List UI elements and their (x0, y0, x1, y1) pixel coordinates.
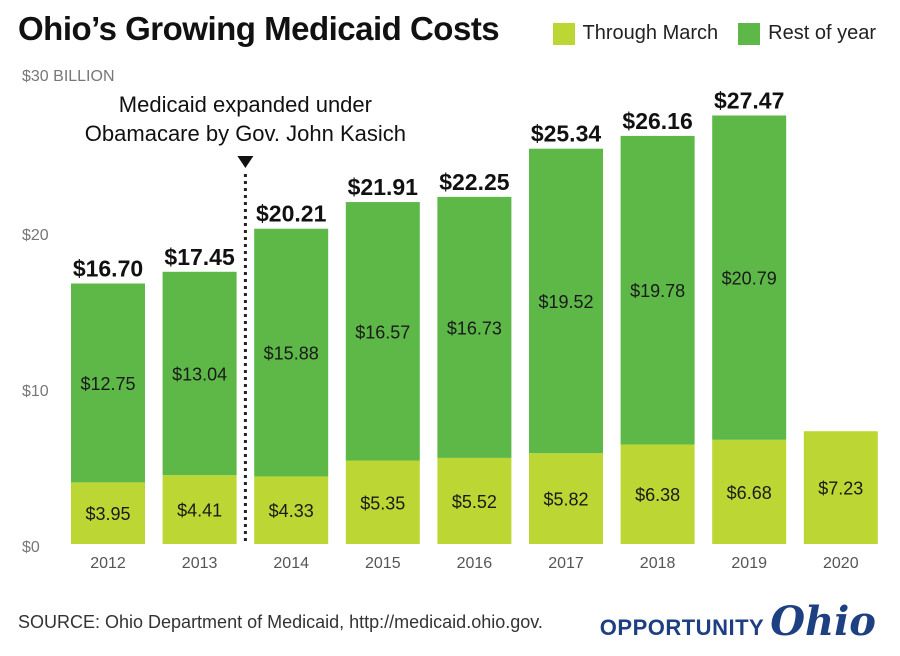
bar-value-label: $16.57 (355, 322, 410, 342)
bar-through-march-2016 (437, 457, 512, 544)
x-tick-label: 2017 (548, 555, 584, 572)
bar-value-label: $4.41 (177, 501, 222, 521)
bar-rest-of-year-2019 (712, 115, 787, 440)
bar-value-label: $19.78 (630, 281, 685, 301)
bar-value-label: $5.82 (543, 490, 588, 510)
bar-value-label: $7.23 (818, 479, 863, 499)
logo-script: Ohio (770, 598, 876, 645)
bar-rest-of-year-2017 (529, 148, 603, 454)
legend-label-through-march: Through March (582, 22, 719, 44)
legend-item-rest-of-year: Rest of year (738, 22, 876, 45)
bar-value-label: $16.73 (447, 318, 502, 338)
x-tick-label: 2013 (182, 555, 218, 572)
legend: Through March Rest of year (552, 22, 876, 45)
bar-through-march-2017 (529, 453, 603, 544)
x-tick-label: 2015 (365, 555, 401, 572)
bar-total-label: $27.47 (714, 87, 784, 113)
expansion-marker-arrow (237, 156, 254, 168)
bar-rest-of-year-2012 (71, 283, 145, 483)
opportunity-ohio-logo: OPPORTUNITY Ohio (600, 598, 876, 645)
x-tick-label: 2019 (731, 555, 767, 572)
y-tick-label: $0 (22, 539, 40, 556)
y-tick-label: $20 (22, 227, 49, 244)
bar-rest-of-year-2016 (437, 196, 512, 458)
bar-rest-of-year-2014 (254, 228, 329, 477)
bar-total-label: $26.16 (622, 108, 692, 134)
bar-rest-of-year-2018 (620, 135, 695, 445)
bar-value-label: $15.88 (264, 344, 319, 364)
bar-value-label: $5.35 (360, 493, 405, 513)
x-tick-label: 2014 (273, 555, 309, 572)
chart-plot: $0 $10 $20 $30 BILLION $3.95 $12.75 $16.70 2012… (22, 68, 878, 572)
expansion-annotation-line: Obamacare by Gov. John Kasich (85, 121, 406, 146)
bar-through-march-2019 (712, 439, 787, 544)
bar-total-label: $22.25 (439, 169, 510, 195)
bar-value-label: $19.52 (538, 292, 593, 312)
bar-total-label: $20.21 (256, 201, 327, 227)
bar-total-label: $17.45 (164, 244, 235, 270)
bar-total-label: $25.34 (531, 121, 602, 147)
x-tick-label: 2020 (823, 555, 859, 572)
bar-total-label: $21.91 (348, 174, 419, 200)
bar-value-label: $6.68 (727, 483, 772, 503)
chart-title: Ohio’s Growing Medicaid Costs (18, 10, 500, 47)
x-tick-label: 2018 (640, 555, 676, 572)
logo-word: OPPORTUNITY (599, 615, 765, 640)
bar-rest-of-year-2013 (162, 271, 237, 476)
bar-value-label: $6.38 (635, 485, 680, 505)
bar-value-label: $5.52 (452, 492, 497, 512)
bar-value-label: $4.33 (269, 501, 314, 521)
legend-label-rest-of-year: Rest of year (768, 22, 876, 44)
bar-value-label: $13.04 (172, 364, 227, 384)
bar-value-label: $3.95 (85, 504, 130, 524)
bar-through-march-2014 (254, 476, 329, 544)
expansion-annotation-line: Medicaid expanded under (119, 92, 372, 117)
x-tick-label: 2016 (457, 555, 493, 572)
bar-rest-of-year-2015 (345, 202, 420, 461)
bar-value-label: $12.75 (80, 374, 135, 394)
bar-through-march-2012 (71, 482, 145, 544)
bar-through-march-2018 (620, 444, 695, 544)
bar-through-march-2020 (803, 431, 878, 544)
bar-through-march-2013 (162, 475, 237, 544)
bar-value-label: $20.79 (722, 269, 777, 289)
legend-swatch-through-march (552, 22, 575, 45)
bar-through-march-2015 (345, 460, 420, 544)
source-note: SOURCE: Ohio Department of Medicaid, htt… (18, 612, 543, 632)
legend-item-through-march: Through March (552, 22, 719, 45)
x-tick-label: 2012 (90, 555, 126, 572)
legend-swatch-rest-of-year (738, 22, 761, 45)
y-tick-label: $30 BILLION (22, 68, 115, 85)
bar-total-label: $16.70 (73, 255, 143, 281)
y-tick-label: $10 (22, 383, 49, 400)
